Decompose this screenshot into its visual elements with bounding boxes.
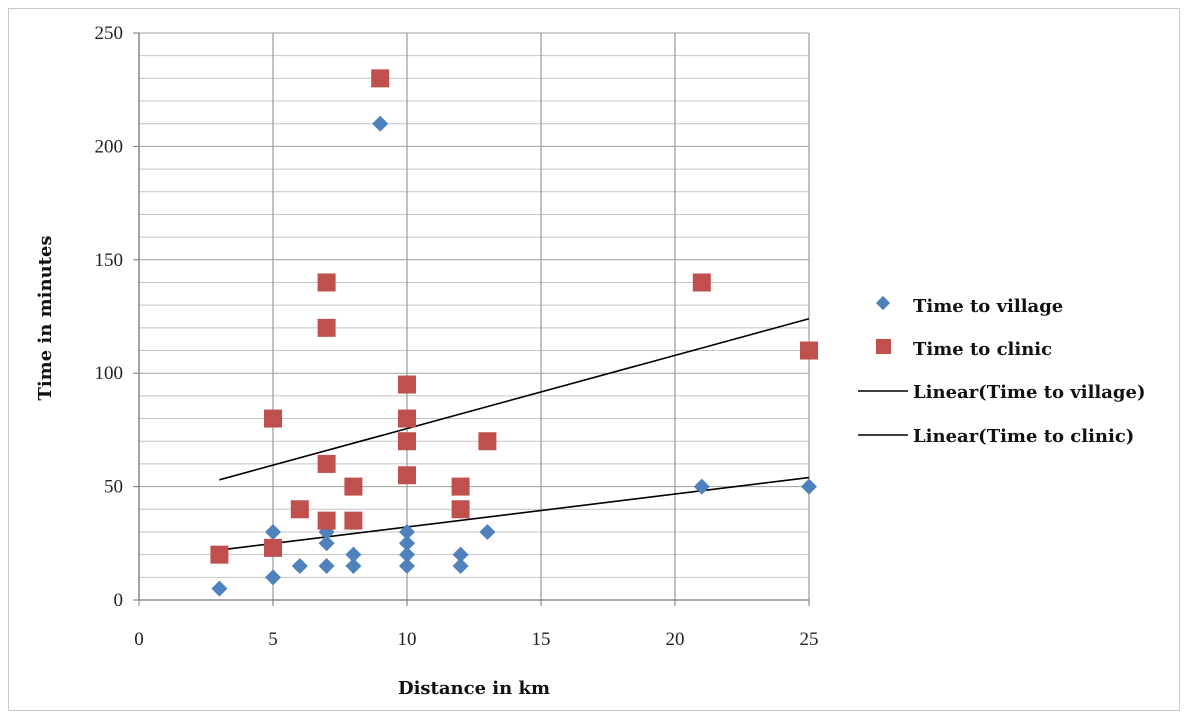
- legend-marker-clinic-square: [876, 339, 891, 354]
- village-point: [211, 580, 228, 597]
- clinic-point: [264, 409, 282, 428]
- legend-marker-village-diamond: [875, 295, 891, 311]
- clinic-point: [317, 273, 336, 292]
- clinic-point: [451, 477, 470, 496]
- trendline-village: [219, 476, 810, 551]
- clinic-point: [264, 538, 282, 557]
- village-point: [345, 557, 362, 574]
- clinic-point: [344, 511, 363, 530]
- x-tick-label: 5: [268, 629, 278, 650]
- y-tick-label: 200: [95, 136, 124, 157]
- y-tick-label: 250: [95, 23, 124, 44]
- clinic-point: [478, 432, 497, 451]
- village-point: [693, 478, 710, 495]
- x-axis-title: Distance in km: [398, 678, 550, 699]
- y-axis-title: Time in minutes: [35, 235, 56, 400]
- clinic-point: [344, 477, 363, 496]
- x-tick-label: 0: [134, 629, 144, 650]
- trendlines: [219, 317, 810, 551]
- village-point: [801, 478, 817, 495]
- grid-lines: [138, 32, 810, 601]
- x-tick-label: 25: [800, 629, 819, 650]
- village-point: [318, 557, 335, 574]
- clinic-point: [800, 341, 818, 360]
- village-point: [265, 569, 281, 586]
- clinic-point: [692, 273, 711, 292]
- village-point: [399, 557, 415, 574]
- village-point: [399, 535, 415, 552]
- clinic-point: [398, 432, 416, 451]
- chart-frame: [8, 8, 1180, 711]
- x-tick-label: 15: [532, 629, 551, 650]
- legend-label-clinic-trendline: Linear(Time to clinic): [913, 426, 1134, 447]
- village-point: [399, 523, 415, 540]
- y-tick-label: 0: [114, 590, 124, 611]
- clinic-point: [290, 500, 309, 519]
- axes: [133, 32, 810, 606]
- x-tick-label: 20: [666, 629, 685, 650]
- legend-label-village-trendline: Linear(Time to village): [913, 382, 1145, 403]
- clinic-point: [317, 454, 336, 473]
- clinic-point: [398, 409, 416, 428]
- tick-labels: 0 50 100 150 200 250 0 5 10 15 20 25: [95, 23, 819, 650]
- clinic-point: [317, 511, 336, 530]
- clinic-point: [210, 545, 229, 564]
- village-point: [291, 557, 308, 574]
- clinic-point: [451, 500, 470, 519]
- clinic-point: [398, 466, 416, 485]
- clinic-point: [371, 69, 390, 88]
- trendline-clinic: [219, 317, 810, 481]
- data-points: [210, 69, 818, 597]
- y-tick-label: 50: [104, 477, 123, 498]
- village-point: [345, 546, 362, 563]
- village-point: [372, 115, 389, 132]
- village-point: [452, 546, 469, 563]
- x-tick-label: 10: [398, 629, 417, 650]
- y-tick-label: 100: [95, 363, 124, 384]
- village-point: [265, 523, 281, 540]
- legend-label-clinic: Time to clinic: [913, 339, 1052, 360]
- y-tick-label: 150: [95, 250, 124, 271]
- clinic-point: [398, 375, 416, 394]
- legend-label-village: Time to village: [913, 296, 1063, 317]
- legend: Time to village Time to clinic Linear(Ti…: [858, 295, 1145, 447]
- village-point: [452, 557, 469, 574]
- village-point: [318, 535, 335, 552]
- clinic-point: [317, 318, 336, 337]
- village-point: [399, 546, 415, 563]
- village-point: [479, 523, 496, 540]
